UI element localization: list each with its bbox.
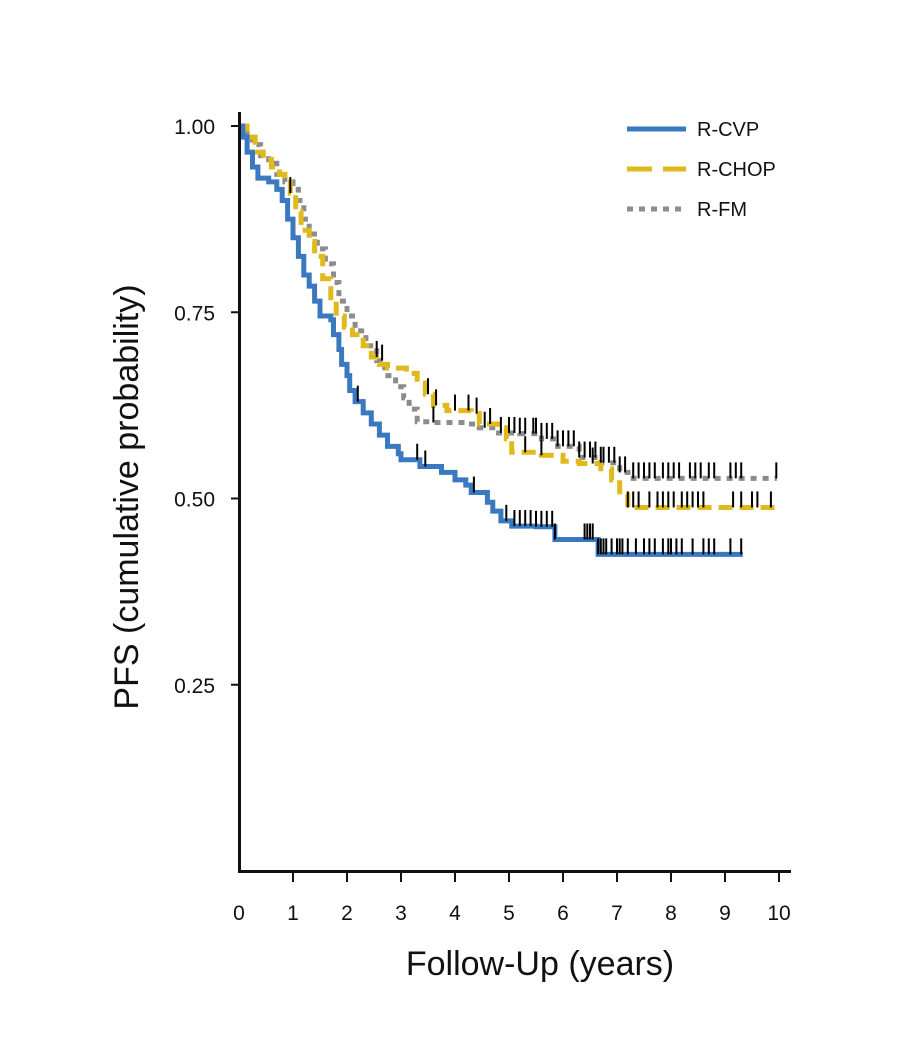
y-axis-title: PFS (cumulative probability) <box>108 284 146 709</box>
curves-layer <box>239 123 777 557</box>
y-tick-label: 1.00 <box>174 116 215 139</box>
series-line-r-cvp <box>239 123 743 557</box>
censor-marks-layer <box>289 177 778 555</box>
y-tick-label: 0.50 <box>174 489 215 512</box>
x-tick-label: 9 <box>719 902 731 925</box>
legend-label: R-CHOP <box>697 159 776 181</box>
x-tick-label: 4 <box>449 902 461 925</box>
x-tick-label: 6 <box>557 902 569 925</box>
x-ticks: 0 1 2 3 4 5 6 7 8 9 10 <box>233 871 791 925</box>
x-tick-label: 2 <box>341 902 353 925</box>
x-tick-label: 8 <box>665 902 677 925</box>
x-tick-label: 1 <box>287 902 299 925</box>
legend-label: R-FM <box>697 199 747 221</box>
y-tick-label: 0.75 <box>174 302 215 325</box>
legend-label: R-CVP <box>697 119 759 141</box>
x-tick-label: 10 <box>767 902 790 925</box>
x-axis-title: Follow-Up (years) <box>406 945 674 983</box>
x-tick-label: 5 <box>503 902 515 925</box>
x-tick-label: 0 <box>233 902 245 925</box>
legend: R-CVP R-CHOP R-FM <box>627 119 776 221</box>
y-ticks: 0.25 0.50 0.75 1.00 <box>174 116 239 698</box>
x-tick-label: 3 <box>395 902 407 925</box>
y-tick-label: 0.25 <box>174 675 215 698</box>
series-line-r-chop <box>239 123 777 510</box>
x-tick-label: 7 <box>611 902 623 925</box>
